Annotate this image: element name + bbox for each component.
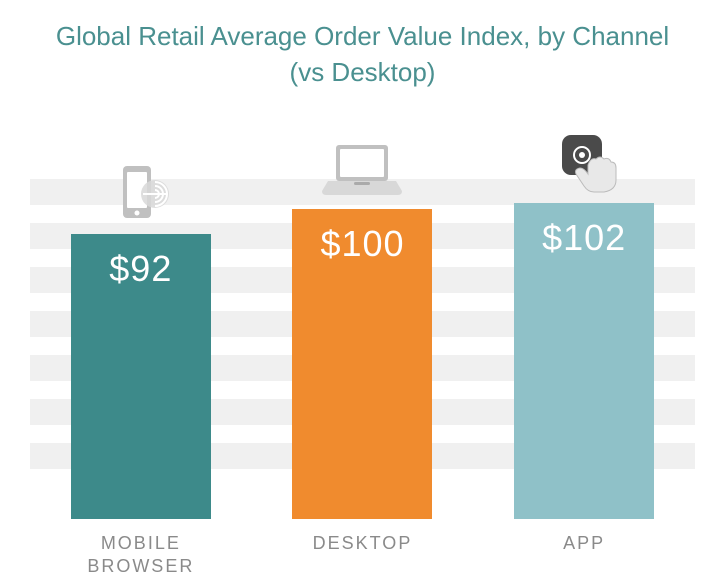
category-label: DESKTOP [253,532,472,579]
bar-value: $102 [542,203,626,259]
chart-title: Global Retail Average Order Value Index,… [0,0,725,91]
chart-title-line2: (vs Desktop) [0,54,725,90]
mobile-icon [101,160,181,230]
touch-icon [544,129,624,199]
chart-title-line1: Global Retail Average Order Value Index,… [0,18,725,54]
bar-group: $92 [31,234,250,519]
category-label: APP [474,532,693,579]
category-label: MOBILEBROWSER [31,532,250,579]
bar-group: $102 [474,203,693,519]
chart-area: $92 $100 $102 MOBILEBROWSERDESKTOPAPP [0,109,725,519]
laptop-icon-slot [312,135,412,205]
mobile-icon-slot [101,160,181,230]
bar: $100 [292,209,432,519]
bar-value: $100 [320,209,404,265]
touch-icon-slot [544,129,624,199]
chart-labels: MOBILEBROWSERDESKTOPAPP [30,532,695,579]
bar: $92 [71,234,211,519]
bar: $102 [514,203,654,519]
laptop-icon [312,135,412,205]
bar-group: $100 [253,209,472,519]
chart-bars: $92 $100 $102 [30,109,695,519]
bar-value: $92 [109,234,172,290]
